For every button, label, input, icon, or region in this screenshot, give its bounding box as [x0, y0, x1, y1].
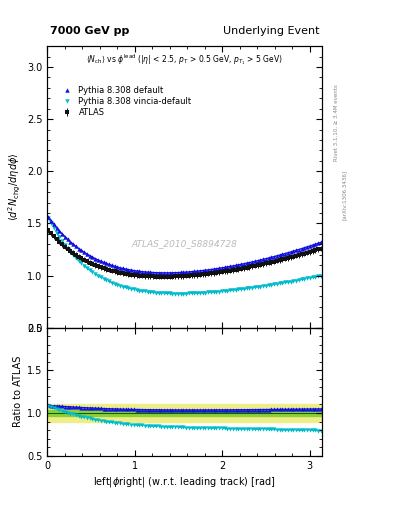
Text: Underlying Event: Underlying Event	[223, 26, 320, 36]
Pythia 8.308 default	[307, 243, 312, 249]
Pythia 8.308 default	[189, 269, 194, 275]
Pythia 8.308 default	[318, 239, 323, 245]
Pythia 8.308 vincia-default	[109, 280, 114, 286]
Line: Pythia 8.308 default: Pythia 8.308 default	[46, 215, 323, 275]
Pythia 8.308 vincia-default	[307, 275, 312, 281]
Text: Rivet 3.1.10, ≥ 3.4M events: Rivet 3.1.10, ≥ 3.4M events	[334, 84, 338, 161]
Text: ATLAS_2010_S8894728: ATLAS_2010_S8894728	[132, 239, 238, 248]
Pythia 8.308 default	[211, 266, 216, 272]
X-axis label: left|$\phi$right| (w.r.t. leading track) [rad]: left|$\phi$right| (w.r.t. leading track)…	[93, 475, 276, 489]
Y-axis label: $\langle d^2 N_{\rm chg}/d\eta d\phi \rangle$: $\langle d^2 N_{\rm chg}/d\eta d\phi \ra…	[6, 153, 23, 221]
Pythia 8.308 vincia-default	[175, 290, 180, 296]
Pythia 8.308 vincia-default	[46, 215, 51, 221]
Legend: Pythia 8.308 default, Pythia 8.308 vincia-default, ATLAS: Pythia 8.308 default, Pythia 8.308 vinci…	[57, 84, 193, 119]
Y-axis label: Ratio to ATLAS: Ratio to ATLAS	[13, 356, 23, 428]
Pythia 8.308 default	[164, 270, 169, 276]
Pythia 8.308 vincia-default	[211, 289, 216, 295]
Pythia 8.308 vincia-default	[318, 272, 323, 279]
Pythia 8.308 vincia-default	[299, 276, 304, 283]
Line: Pythia 8.308 vincia-default: Pythia 8.308 vincia-default	[46, 216, 323, 296]
Text: $\langle N_{\rm ch}\rangle$ vs $\phi^{\rm lead}$ ($|\eta|$ < 2.5, $p_T$ > 0.5 Ge: $\langle N_{\rm ch}\rangle$ vs $\phi^{\r…	[86, 52, 283, 67]
Pythia 8.308 vincia-default	[98, 274, 103, 281]
Pythia 8.308 default	[98, 258, 103, 264]
Pythia 8.308 default	[46, 214, 51, 220]
Pythia 8.308 default	[109, 262, 114, 268]
Pythia 8.308 vincia-default	[189, 290, 194, 296]
Text: 7000 GeV pp: 7000 GeV pp	[50, 26, 129, 36]
Pythia 8.308 default	[299, 246, 304, 252]
Text: [arXiv:1306.3436]: [arXiv:1306.3436]	[342, 169, 346, 220]
